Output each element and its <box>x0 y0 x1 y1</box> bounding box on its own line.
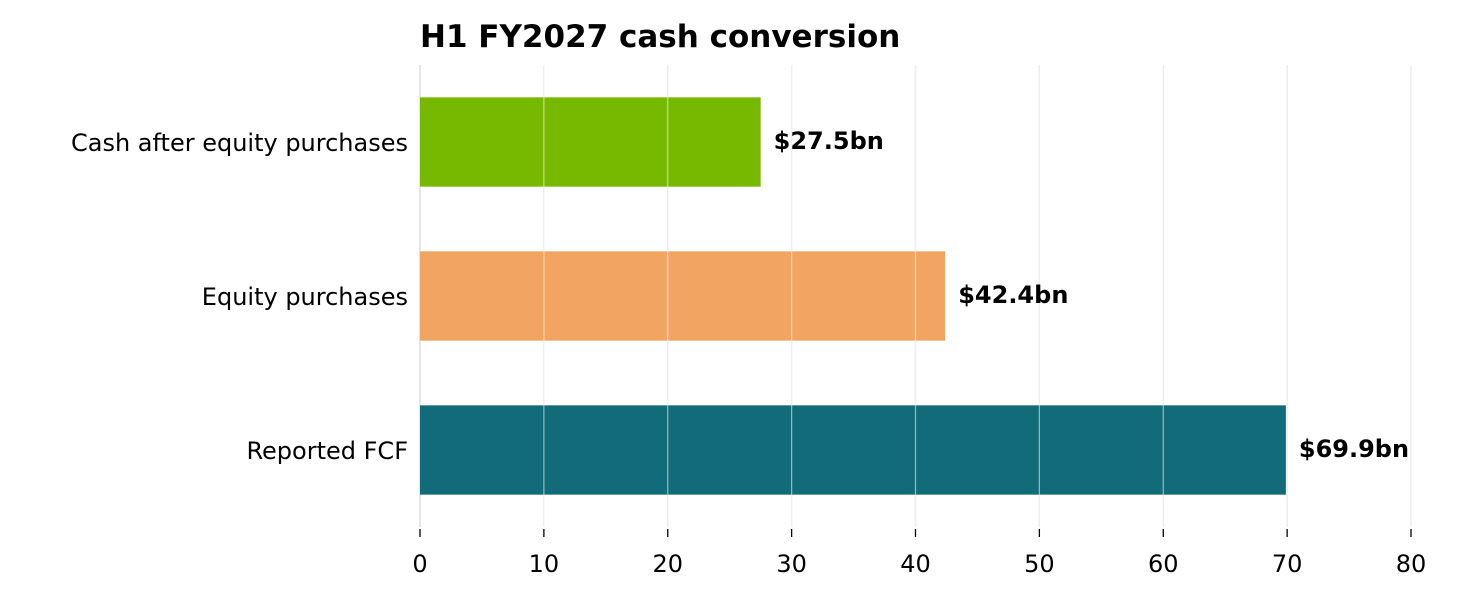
data-label: $27.5bn <box>774 127 884 155</box>
label-layer: Cash after equity purchases $27.5bn Equity… <box>71 127 1409 465</box>
category-label: Equity purchases <box>202 283 408 311</box>
x-tick-label: 0 <box>412 550 427 578</box>
x-tick-label: 70 <box>1272 550 1303 578</box>
x-tick-label: 80 <box>1396 550 1427 578</box>
x-tick-label: 30 <box>776 550 807 578</box>
x-tick-label: 40 <box>900 550 931 578</box>
bar-cash-after-equity-purchases <box>420 97 761 187</box>
x-tick-label: 20 <box>652 550 683 578</box>
chart-title: H1 FY2027 cash conversion <box>420 19 900 55</box>
x-tick-label: 50 <box>1024 550 1055 578</box>
x-tick-label: 10 <box>529 550 560 578</box>
x-axis: 0 10 20 30 40 50 60 70 80 <box>412 529 1426 578</box>
bar-layer <box>420 97 1286 495</box>
grid-overlay-layer <box>543 65 1412 527</box>
bar-equity-purchases <box>420 251 946 341</box>
x-tick-label: 60 <box>1148 550 1179 578</box>
category-label: Cash after equity purchases <box>71 129 408 157</box>
data-label: $42.4bn <box>958 281 1068 309</box>
bar-reported-fcf <box>420 405 1286 495</box>
data-label: $69.9bn <box>1299 435 1409 463</box>
category-label: Reported FCF <box>246 437 408 465</box>
